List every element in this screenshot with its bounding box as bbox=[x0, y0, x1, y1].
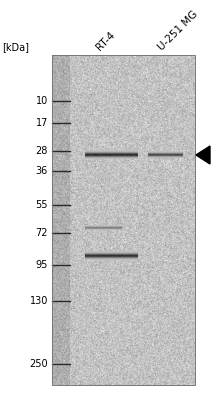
Text: 55: 55 bbox=[36, 200, 48, 210]
Text: 130: 130 bbox=[30, 296, 48, 306]
Text: U-251 MG: U-251 MG bbox=[156, 9, 199, 52]
Bar bbox=[52, 55, 195, 385]
Text: 250: 250 bbox=[29, 358, 48, 368]
Text: 95: 95 bbox=[36, 260, 48, 270]
Polygon shape bbox=[196, 146, 210, 164]
Text: 10: 10 bbox=[36, 96, 48, 106]
Text: 17: 17 bbox=[36, 118, 48, 128]
Text: 72: 72 bbox=[36, 228, 48, 238]
Text: 28: 28 bbox=[36, 146, 48, 156]
Text: 36: 36 bbox=[36, 166, 48, 176]
Text: [kDa]: [kDa] bbox=[2, 42, 29, 52]
Text: RT-4: RT-4 bbox=[94, 29, 117, 52]
